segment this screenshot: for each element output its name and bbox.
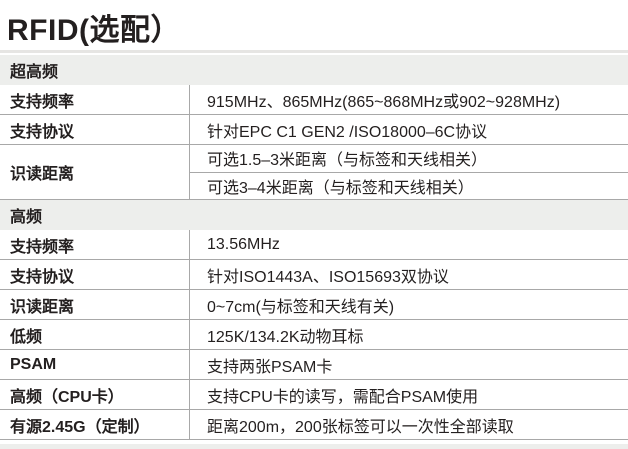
spec-value: 可选3–4米距离（与标签和天线相关） <box>190 171 628 200</box>
spec-label: 支持频率 <box>0 230 190 259</box>
spec-value: 支持两张PSAM卡 <box>207 358 333 376</box>
table-row: 低频 125K/134.2K动物耳标 <box>0 320 628 350</box>
spec-label: 识读距离 <box>0 145 190 199</box>
table-row: PSAM 支持两张PSAM卡 <box>0 350 628 380</box>
table-row: 有源2.45G（定制） 距离200m，200张标签可以一次性全部读取 <box>0 410 628 440</box>
table-row: 识读距离 0~7cm(与标签和天线有关) <box>0 290 628 320</box>
spec-label: 支持频率 <box>0 85 190 114</box>
spec-label: 识读距离 <box>0 290 190 319</box>
spec-value-group: 针对ISO1443A、ISO15693双协议 <box>190 260 628 289</box>
spec-value: 距离200m，200张标签可以一次性全部读取 <box>207 418 514 436</box>
title-block: RFID(选配） <box>0 0 628 55</box>
spec-label: 高频（CPU卡） <box>0 380 190 409</box>
spec-value-group: 125K/134.2K动物耳标 <box>190 320 628 349</box>
title-divider <box>0 50 628 53</box>
page-title: RFID(选配） <box>7 14 181 47</box>
table-row: 支持频率 13.56MHz <box>0 230 628 260</box>
spec-value-group: 可选1.5–3米距离（与标签和天线相关） 可选3–4米距离（与标签和天线相关） <box>190 145 628 199</box>
spec-value-group: 针对EPC C1 GEN2 /ISO18000–6C协议 <box>190 115 628 144</box>
spec-value-group: 支持CPU卡的读写，需配合PSAM使用 <box>190 380 628 409</box>
table-row: 支持协议 针对ISO1443A、ISO15693双协议 <box>0 260 628 290</box>
spec-value: 915MHz、865MHz(865~868MHz或902~928MHz) <box>207 93 561 111</box>
spec-value-group: 距离200m，200张标签可以一次性全部读取 <box>190 410 628 439</box>
spec-value-group: 13.56MHz <box>190 230 628 259</box>
spec-value: 针对EPC C1 GEN2 /ISO18000–6C协议 <box>207 123 488 141</box>
section-header: 超高频 <box>0 55 628 85</box>
rfid-spec-table: 超高频 支持频率 915MHz、865MHz(865~868MHz或902~928M… <box>0 55 628 440</box>
spec-value: 支持CPU卡的读写，需配合PSAM使用 <box>207 388 479 406</box>
spec-label: 有源2.45G（定制） <box>0 410 190 439</box>
spec-value: 125K/134.2K动物耳标 <box>207 328 364 346</box>
spec-label: 支持协议 <box>0 115 190 144</box>
next-section-band <box>0 444 628 449</box>
table-row: 支持频率 915MHz、865MHz(865~868MHz或902~928MHz) <box>0 85 628 115</box>
spec-value: 13.56MHz <box>207 235 280 253</box>
spec-label: 低频 <box>0 320 190 349</box>
table-row: 高频（CPU卡） 支持CPU卡的读写，需配合PSAM使用 <box>0 380 628 410</box>
section-header: 高频 <box>0 200 628 230</box>
table-row: 识读距离 可选1.5–3米距离（与标签和天线相关） 可选3–4米距离（与标签和天线相… <box>0 145 628 200</box>
spec-value: 可选1.5–3米距离（与标签和天线相关） <box>207 152 488 170</box>
table-row: 支持协议 针对EPC C1 GEN2 /ISO18000–6C协议 <box>0 115 628 145</box>
spec-value-group: 915MHz、865MHz(865~868MHz或902~928MHz) <box>190 85 628 114</box>
spec-value-group: 支持两张PSAM卡 <box>190 350 628 379</box>
spec-value: 0~7cm(与标签和天线有关) <box>207 298 395 316</box>
spec-value: 针对ISO1443A、ISO15693双协议 <box>207 268 449 286</box>
spec-label: 支持协议 <box>0 260 190 289</box>
spec-label: PSAM <box>0 350 190 379</box>
spec-value-group: 0~7cm(与标签和天线有关) <box>190 290 628 319</box>
